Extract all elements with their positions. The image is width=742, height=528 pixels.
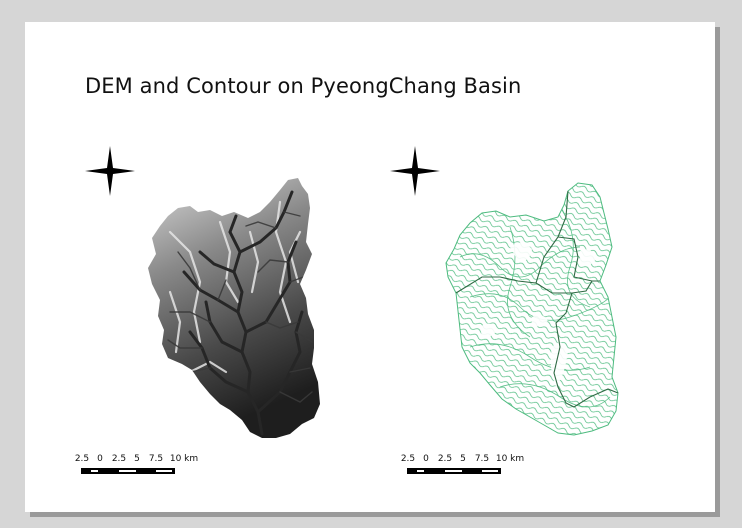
scalebar-labels: 2.5 0 2.5 5 7.5 10 km: [74, 454, 199, 466]
scale-label: 2.5: [437, 454, 453, 464]
layout-page: DEM and Contour on PyeongChang Basin: [25, 22, 715, 512]
dem-map: [148, 178, 320, 438]
scale-label: 0: [423, 454, 429, 464]
scale-label: 5: [134, 454, 140, 464]
scale-label: 2.5: [111, 454, 127, 464]
scale-label: 0: [97, 454, 103, 464]
scalebar-bar: [407, 468, 501, 474]
scale-label: 7.5: [148, 454, 164, 464]
scale-label: 2.5: [74, 454, 90, 464]
scalebar-right: 2.5 0 2.5 5 7.5 10 km: [400, 454, 525, 480]
scale-label: 7.5: [474, 454, 490, 464]
contour-map: [445, 182, 619, 436]
map-title: DEM and Contour on PyeongChang Basin: [85, 74, 522, 98]
scalebar-bar: [81, 468, 175, 474]
scale-label: 5: [460, 454, 466, 464]
north-star-icon: [390, 146, 440, 196]
scalebar-left: 2.5 0 2.5 5 7.5 10 km: [74, 454, 199, 480]
scalebar-labels: 2.5 0 2.5 5 7.5 10 km: [400, 454, 525, 466]
scale-label: 10 km: [169, 454, 199, 464]
north-star-icon: [85, 146, 135, 196]
scale-label: 10 km: [495, 454, 525, 464]
scale-label: 2.5: [400, 454, 416, 464]
